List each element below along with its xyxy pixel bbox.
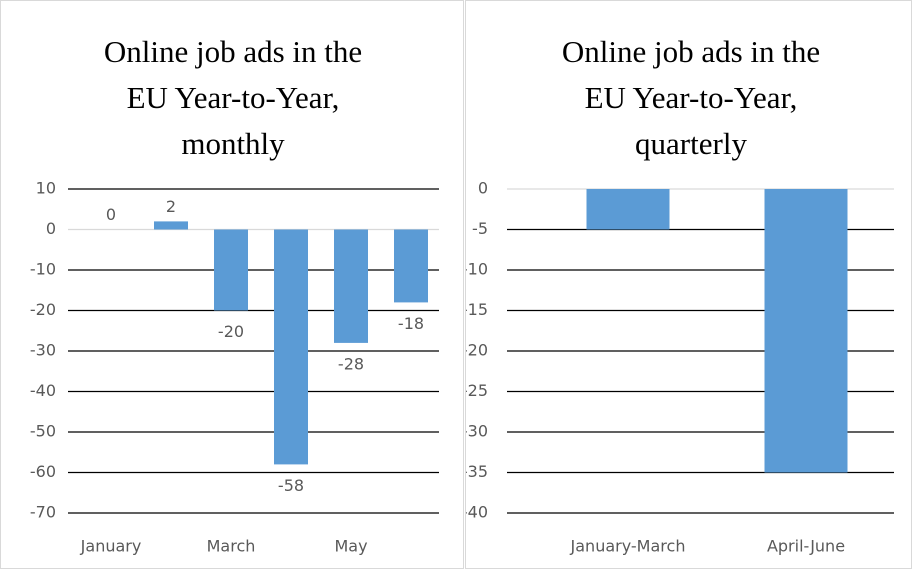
y-tick-label: -60 (30, 462, 56, 481)
x-tick-label: January (80, 537, 142, 556)
chart-panel: Online job ads in the EU Year-to-Year, m… (0, 0, 464, 569)
y-tick-label: -30 (466, 422, 488, 441)
x-tick-label: April-June (767, 537, 845, 556)
y-tick-label: 0 (46, 219, 56, 238)
y-tick-label: -20 (466, 341, 488, 360)
y-tick-label: -10 (30, 260, 56, 279)
y-tick-label: -20 (30, 300, 56, 319)
bar (154, 221, 188, 230)
y-tick-label: -50 (30, 422, 56, 441)
chart: 0 -5 -10 -15 -20 -25 -30 -35 -40 January-March Apr… (466, 179, 894, 556)
y-tick-label: -30 (30, 341, 56, 360)
y-tick-label: 0 (478, 179, 488, 198)
data-label: 0 (106, 205, 116, 224)
y-tick-label: -70 (30, 503, 56, 522)
y-tick-label: -15 (466, 300, 488, 319)
chart-title: Online job ads in the EU Year-to-Year, m… (103, 34, 363, 161)
x-tick-label: March (207, 537, 256, 556)
y-tick-label: -10 (466, 260, 488, 279)
data-label: -58 (278, 476, 304, 495)
y-tick-label: -40 (30, 381, 56, 400)
y-tick-label: 10 (36, 179, 56, 198)
x-tick-label: May (334, 537, 367, 556)
chart-title: Online job ads in the EU Year-to-Year, q… (561, 34, 821, 161)
bar (274, 229, 308, 465)
bar (586, 189, 670, 230)
y-tick-label: -25 (466, 381, 488, 400)
bar (214, 229, 248, 311)
y-tick-label: -5 (472, 219, 488, 238)
bar (394, 229, 428, 303)
chart-panel: Online job ads in the EU Year-to-Year, q… (465, 0, 912, 569)
x-tick-label: January-March (570, 537, 686, 556)
data-label: 2 (166, 197, 176, 216)
y-tick-label: -40 (466, 503, 488, 522)
chart: 10 0 -10 -20 -30 -40 -50 -60 -70 January 0 2 March -2… (30, 179, 439, 556)
bar (764, 189, 848, 473)
bar (334, 229, 368, 343)
data-label: -20 (218, 322, 244, 341)
y-tick-label: -35 (466, 462, 488, 481)
data-label: -28 (338, 354, 364, 373)
data-label: -18 (398, 314, 424, 333)
